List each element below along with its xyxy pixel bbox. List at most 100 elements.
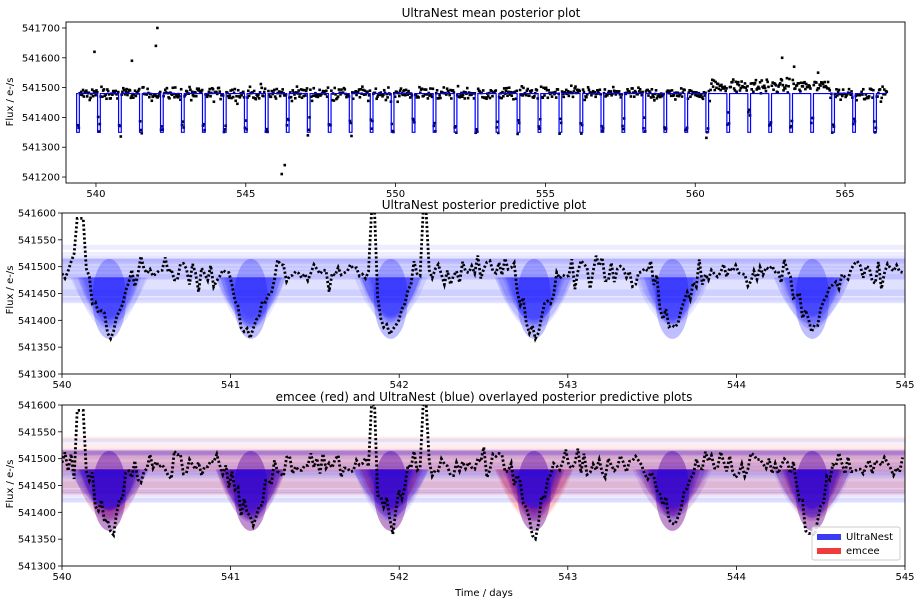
data-point (423, 88, 426, 91)
data-point (880, 96, 884, 100)
data-point (223, 128, 227, 131)
data-point (123, 92, 127, 96)
data-point (418, 91, 422, 95)
data-point (361, 88, 365, 92)
transit-core (92, 450, 127, 531)
data-point (590, 91, 594, 94)
transit-dip (358, 277, 423, 319)
data-point (757, 87, 761, 90)
data-point (470, 93, 473, 97)
data-point (346, 93, 350, 97)
transit-dip (782, 277, 843, 330)
data-point (652, 95, 655, 99)
data-point (226, 94, 230, 98)
data-point (93, 90, 97, 94)
transit-dip (220, 277, 282, 322)
data-point (689, 89, 693, 93)
data-point (338, 91, 342, 95)
transit-dip (512, 469, 556, 521)
data-point (650, 88, 654, 91)
data-point (669, 89, 672, 93)
data-point (622, 127, 625, 131)
transit-dip (774, 469, 851, 514)
data-point (835, 94, 839, 97)
data-point (82, 95, 86, 98)
data-point (441, 91, 445, 95)
data-point (885, 90, 889, 94)
data-point (420, 87, 424, 91)
data-point (795, 84, 799, 87)
data-point (688, 88, 691, 92)
data-point (613, 91, 617, 95)
data-point (585, 93, 589, 96)
data-point (274, 97, 278, 100)
data-point (295, 85, 299, 88)
data-point (422, 94, 425, 98)
data-point (265, 127, 269, 131)
data-point (736, 80, 740, 84)
data-point (674, 98, 677, 101)
data-point (259, 82, 263, 86)
data-point (550, 95, 554, 98)
data-point (217, 86, 221, 90)
data-point (343, 88, 347, 91)
data-point (111, 89, 115, 93)
data-point (591, 89, 595, 93)
data-point (116, 90, 120, 94)
data-point (174, 93, 178, 96)
data-point (384, 98, 388, 102)
data-point (582, 90, 586, 94)
data-point (611, 85, 615, 89)
y-tick-label: 541300 (18, 370, 56, 381)
transit-dip (87, 469, 132, 519)
transit-dip (509, 469, 559, 521)
data-point (507, 90, 510, 94)
x-tick-label: 545 (895, 572, 914, 583)
transit-dip (650, 469, 695, 522)
data-point (571, 95, 575, 99)
model-line (76, 92, 888, 133)
data-point (717, 87, 721, 91)
transit-dip (353, 469, 429, 522)
data-point (799, 90, 802, 93)
data-point (559, 117, 562, 121)
panel-overlay-posterior-predictive: emcee (red) and UltraNest (blue) overlay… (5, 390, 915, 599)
transit-core (655, 450, 690, 531)
data-point (424, 93, 427, 96)
transit-dip (226, 469, 275, 520)
y-tick-label: 541500 (18, 262, 56, 273)
data-point (742, 86, 746, 89)
data-point (76, 123, 80, 127)
data-point (202, 122, 206, 126)
data-point (396, 100, 399, 104)
data-point (695, 91, 698, 94)
data-point (316, 95, 320, 99)
data-point (294, 91, 298, 94)
data-point (612, 89, 616, 93)
data-point (368, 89, 372, 92)
data-point (195, 87, 199, 90)
data-point (121, 86, 125, 90)
data-point (704, 91, 707, 95)
data-point (139, 128, 143, 132)
data-point (95, 90, 99, 94)
data-point (366, 99, 370, 103)
data-point (212, 100, 216, 104)
data-point (491, 94, 494, 98)
data-point (631, 87, 634, 90)
y-tick-label: 541400 (22, 113, 60, 124)
data-point (236, 88, 240, 92)
data-point (512, 97, 515, 101)
data-point (278, 90, 281, 93)
data-point (215, 90, 218, 94)
data-point (154, 44, 158, 48)
data-point (718, 84, 722, 88)
data-point (709, 88, 712, 92)
transit-dip (781, 469, 843, 511)
data-point (716, 82, 720, 86)
posterior-band (62, 438, 905, 531)
data-point (581, 88, 585, 91)
transit-dip (650, 277, 695, 324)
transit-core (795, 258, 830, 339)
